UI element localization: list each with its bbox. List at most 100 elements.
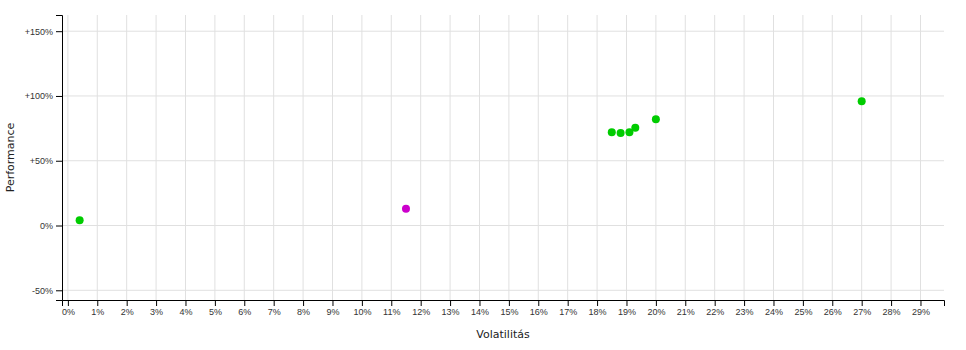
x-tick: 9% [326,300,339,317]
x-tick: 17% [559,300,577,317]
x-tick-label: 2% [121,307,134,317]
x-tick: 19% [618,300,636,317]
point [652,115,660,123]
marks [76,97,866,224]
x-tick-mark [656,300,657,306]
y-tick-label: +100% [25,91,53,101]
y-axis-title: Performance [4,122,17,192]
x-tick-mark [68,300,69,306]
x-tick-label: 4% [179,307,192,317]
x-tick: 14% [471,300,489,317]
x-tick: 22% [706,300,724,317]
grid-line-x [185,15,186,300]
grid-line-x [450,15,451,300]
y-tick: +150% [25,27,62,37]
x-tick-mark [803,300,804,306]
x-tick-mark [421,300,422,306]
grid-line-x [744,15,745,300]
plot-area: 0%1%2%3%4%5%6%7%8%9%10%11%12%13%14%15%16… [25,15,945,317]
x-tick-mark [391,300,392,306]
y-axis: -50% 0% +50% +100% +150% [25,16,63,301]
grid-line-x [420,15,421,300]
x-tick: 23% [736,300,754,317]
grid-line-x [479,15,480,300]
grid-line-x [273,15,274,300]
grid-line-x [361,15,362,300]
x-tick: 27% [853,300,871,317]
x-tick-mark [97,300,98,306]
x-tick-mark [332,300,333,306]
grid-line-y [62,95,944,96]
x-tick-label: 19% [618,307,636,317]
x-tick-label: 21% [677,307,695,317]
x-tick-mark [127,300,128,306]
x-tick-label: 20% [647,307,665,317]
x-tick-label: 13% [442,307,460,317]
grid-line-x [391,15,392,300]
x-tick: 7% [268,300,281,317]
grid-line-x [773,15,774,300]
y-tick-label: +50% [30,156,53,166]
grid-line-x [655,15,656,300]
x-tick-label: 10% [353,307,371,317]
grid-line-x [861,15,862,300]
x-tick-mark [568,300,569,306]
grid-line-x [567,15,568,300]
x-tick-label: 11% [383,307,400,317]
x-tick: 3% [150,300,163,317]
x-tick: 21% [677,300,695,317]
x-tick: 16% [530,300,548,317]
x-tick: 18% [589,300,607,317]
y-tick-mark [56,31,62,32]
y-tick: 0% [40,221,62,231]
x-tick-mark [862,300,863,306]
y-tick-label: -50% [32,286,53,296]
x-tick: 26% [824,300,842,317]
grid-line-x [97,15,98,300]
x-tick: 13% [442,300,460,317]
x-tick: 0% [62,300,75,317]
grid-line-x [626,15,627,300]
grid-line-x [832,15,833,300]
point [76,216,84,224]
x-tick-mark [479,300,480,306]
grid-line-x [597,15,598,300]
grid-line-x [685,15,686,300]
grid-line-x [126,15,127,300]
x-tick-label: 5% [209,307,222,317]
x-tick-mark [891,300,892,306]
x-tick-label: 18% [589,307,607,317]
grid-line-x [67,15,68,300]
x-tick-mark [597,300,598,306]
x-tick-label: 15% [500,307,518,317]
x-tick-label: 6% [238,307,251,317]
x-tick-mark [832,300,833,306]
series [402,205,410,213]
x-tick-label: 16% [530,307,548,317]
point [617,129,625,137]
x-tick-label: 9% [326,307,339,317]
grid-line-y [62,31,944,32]
x-tick-label: 3% [150,307,163,317]
x-tick: 24% [765,300,783,317]
x-tick: 1% [91,300,104,317]
x-tick-mark [215,300,216,306]
x-tick-mark [744,300,745,306]
y-tick: +50% [30,156,62,166]
y-tick-mark [56,161,62,162]
x-tick-mark [244,300,245,306]
grid [62,15,944,300]
x-tick: 25% [794,300,812,317]
x-tick-label: 24% [765,307,783,317]
x-tick-mark [538,300,539,306]
grid-line-x [332,15,333,300]
x-tick-label: 23% [736,307,754,317]
x-tick-label: 25% [794,307,812,317]
x-tick-mark [450,300,451,306]
x-tick: 28% [883,300,901,317]
x-tick-label: 7% [268,307,281,317]
x-axis: 0%1%2%3%4%5%6%7%8%9%10%11%12%13%14%15%16… [62,300,945,317]
x-tick-label: 17% [559,307,577,317]
x-tick-label: 27% [853,307,871,317]
x-tick-label: 29% [912,307,930,317]
